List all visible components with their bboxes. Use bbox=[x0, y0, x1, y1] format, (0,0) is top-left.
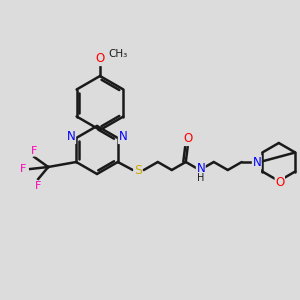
Text: S: S bbox=[134, 164, 142, 176]
Text: F: F bbox=[35, 181, 41, 191]
Text: F: F bbox=[31, 146, 38, 156]
Text: O: O bbox=[183, 133, 192, 146]
Text: N: N bbox=[196, 163, 205, 176]
Text: H: H bbox=[197, 173, 205, 183]
Text: O: O bbox=[275, 176, 284, 188]
Text: F: F bbox=[20, 164, 26, 174]
Text: N: N bbox=[118, 130, 127, 143]
Text: N: N bbox=[252, 155, 261, 169]
Text: N: N bbox=[67, 130, 76, 143]
Text: O: O bbox=[95, 52, 105, 65]
Text: CH₃: CH₃ bbox=[108, 49, 127, 59]
